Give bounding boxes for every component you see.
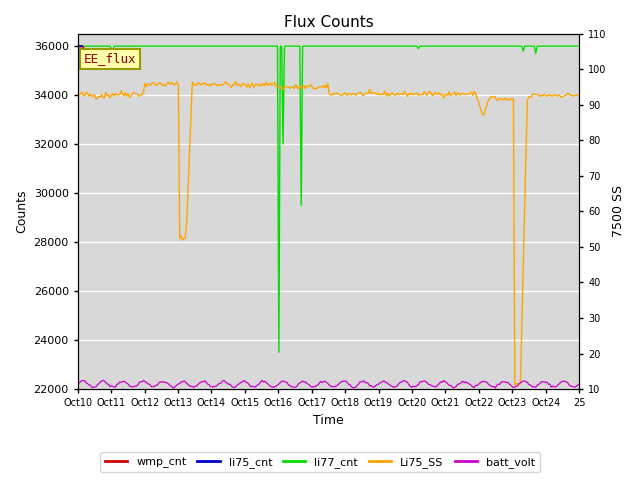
Legend: wmp_cnt, li75_cnt, li77_cnt, Li75_SS, batt_volt: wmp_cnt, li75_cnt, li77_cnt, Li75_SS, ba… [100, 452, 540, 472]
Title: Flux Counts: Flux Counts [284, 15, 373, 30]
Y-axis label: 7500 SS: 7500 SS [612, 185, 625, 238]
Text: EE_flux: EE_flux [84, 52, 136, 65]
X-axis label: Time: Time [313, 414, 344, 427]
Y-axis label: Counts: Counts [15, 190, 28, 233]
